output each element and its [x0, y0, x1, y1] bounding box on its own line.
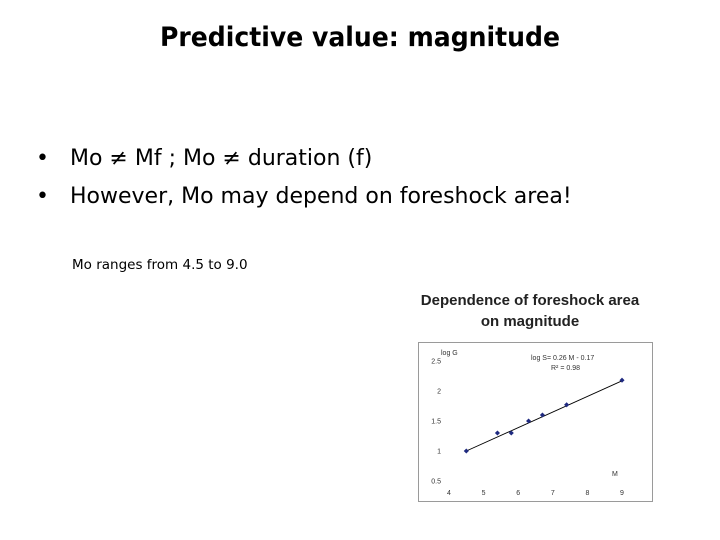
x-axis-label: M — [612, 471, 618, 478]
trendline-equation: log S= 0.26 M - 0.17 — [531, 355, 594, 362]
x-tick-label: 9 — [620, 490, 624, 497]
y-axis-label: log G — [441, 350, 458, 357]
bullet-icon: • — [36, 146, 49, 171]
x-tick-label: 8 — [585, 490, 589, 497]
bullet-text: However, Mo may depend on foreshock area… — [70, 184, 572, 209]
chart-panel: log G M log S= 0.26 M - 0.17 R² = 0.98 4… — [418, 342, 653, 502]
x-tick-label: 4 — [447, 490, 451, 497]
bullet-item: • Mo ≠ Mf ; Mo ≠ duration (f) — [36, 140, 706, 178]
trendline-r2: R² = 0.98 — [551, 365, 580, 372]
bullet-item: • However, Mo may depend on foreshock are… — [36, 178, 706, 216]
y-tick-label: 0.5 — [431, 479, 441, 486]
bullet-icon: • — [36, 184, 49, 209]
chart-title: Dependence of foreshock area on magnitud… — [405, 290, 655, 332]
bullet-text: Mo ≠ Mf ; Mo ≠ duration (f) — [70, 146, 373, 171]
chart-title-line: Dependence of foreshock area — [420, 292, 640, 309]
chart-title-line: on magnitude — [480, 313, 580, 330]
y-tick-label: 1.5 — [431, 419, 441, 426]
y-tick-label: 2 — [437, 389, 441, 396]
magnitude-range-note: Mo ranges from 4.5 to 9.0 — [72, 257, 248, 273]
data-point — [619, 377, 625, 383]
trendline — [466, 380, 623, 452]
x-tick-label: 5 — [482, 490, 486, 497]
y-tick-label: 2.5 — [431, 359, 441, 366]
data-point — [463, 448, 469, 454]
x-tick-label: 6 — [516, 490, 520, 497]
slide-title: Predictive value: magnitude — [159, 22, 561, 53]
bullet-list: • Mo ≠ Mf ; Mo ≠ duration (f) • However, M… — [36, 140, 706, 216]
scatter-chart: log G M log S= 0.26 M - 0.17 R² = 0.98 4… — [431, 350, 625, 497]
data-point — [539, 412, 545, 418]
data-point — [526, 418, 532, 424]
x-tick-label: 7 — [551, 490, 555, 497]
data-point — [494, 430, 500, 436]
y-tick-label: 1 — [437, 449, 441, 456]
